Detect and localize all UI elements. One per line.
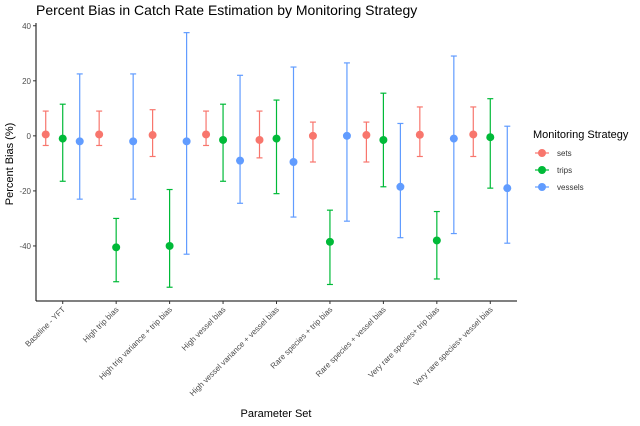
point-trips bbox=[272, 134, 281, 143]
y-tick-labels: -40 -20 0 20 40 bbox=[19, 22, 36, 251]
chart-title: Percent Bias in Catch Rate Estimation by… bbox=[36, 2, 417, 18]
legend-key-marker bbox=[538, 166, 546, 174]
point-vessels bbox=[396, 182, 405, 191]
point-sets bbox=[415, 130, 424, 139]
point-trips bbox=[379, 135, 388, 144]
point-sets bbox=[41, 130, 50, 139]
legend: Monitoring Strategy sets trips vessels bbox=[533, 129, 629, 192]
point-trips bbox=[219, 135, 228, 144]
legend-item-trips: trips bbox=[535, 166, 572, 175]
legend-label: sets bbox=[557, 149, 572, 158]
point-trips bbox=[112, 243, 121, 252]
legend-label: trips bbox=[557, 166, 572, 175]
x-tick-label: High vessel variance + vessel bias bbox=[188, 305, 281, 398]
point-vessels bbox=[289, 158, 298, 166]
y-tick-label: -40 bbox=[19, 242, 31, 251]
point-vessels bbox=[503, 184, 512, 193]
point-vessels bbox=[182, 137, 191, 146]
point-sets bbox=[308, 131, 317, 140]
legend-label: vessels bbox=[557, 183, 584, 192]
point-vessels bbox=[75, 137, 84, 146]
x-axis-title: Parameter Set bbox=[241, 408, 312, 420]
point-trips bbox=[325, 237, 334, 246]
point-trips bbox=[58, 134, 67, 143]
x-tick-label: High trip bias bbox=[81, 305, 120, 344]
point-vessels bbox=[129, 137, 138, 146]
point-sets bbox=[362, 131, 371, 140]
y-tick-label: 40 bbox=[22, 22, 31, 31]
legend-key-marker bbox=[538, 149, 546, 157]
legend-item-sets: sets bbox=[535, 149, 572, 158]
point-vessels bbox=[342, 131, 351, 140]
point-trips bbox=[165, 241, 174, 250]
error-bars bbox=[42, 32, 511, 288]
y-axis-title: Percent Bias (%) bbox=[4, 123, 16, 206]
legend-title: Monitoring Strategy bbox=[533, 129, 629, 141]
legend-item-vessels: vessels bbox=[535, 183, 584, 192]
x-tick-label: High vessel bias bbox=[180, 305, 228, 353]
point-trips bbox=[486, 133, 495, 142]
point-sets bbox=[95, 130, 104, 139]
point-sets bbox=[255, 135, 264, 144]
point-sets bbox=[148, 131, 157, 140]
point-trips bbox=[432, 236, 441, 245]
data-points bbox=[41, 130, 512, 252]
y-tick-label: 0 bbox=[27, 132, 32, 141]
point-vessels bbox=[449, 134, 458, 143]
point-vessels bbox=[236, 156, 245, 165]
x-tick-label: Baseline - YFT bbox=[23, 305, 67, 349]
y-tick-label: 20 bbox=[22, 77, 31, 86]
point-sets bbox=[202, 130, 211, 139]
y-tick-label: -20 bbox=[19, 187, 31, 196]
legend-key-marker bbox=[538, 183, 546, 191]
point-sets bbox=[469, 130, 478, 139]
